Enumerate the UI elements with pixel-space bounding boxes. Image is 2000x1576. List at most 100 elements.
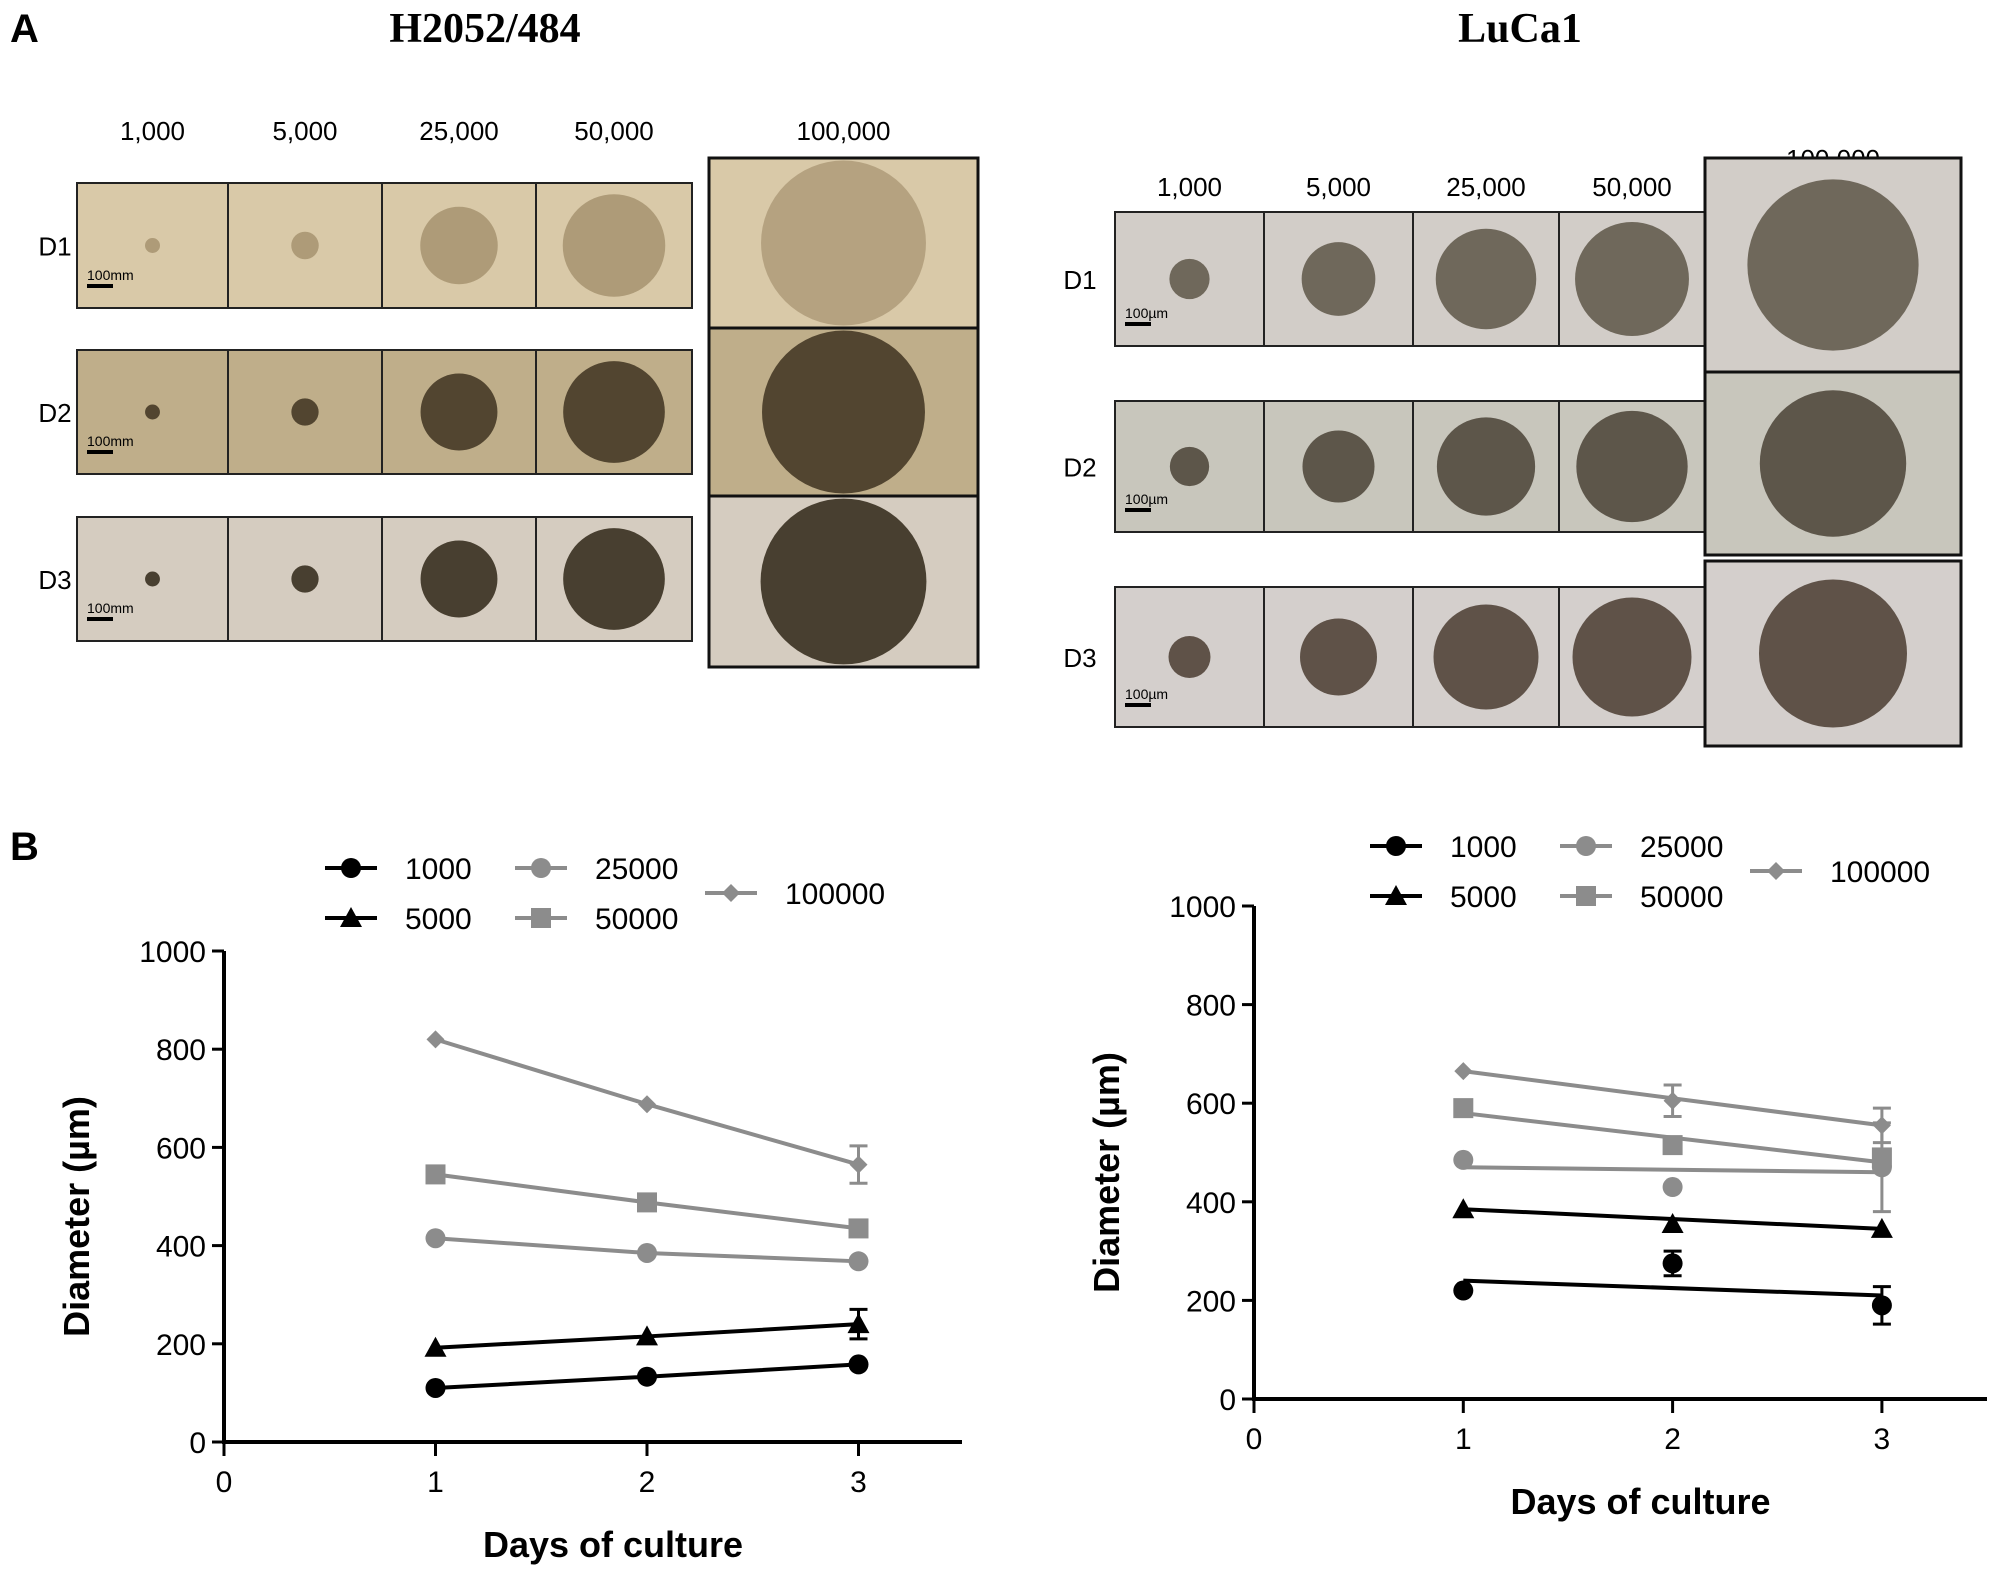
y-tick-label: 200 — [1186, 1285, 1236, 1318]
row-label: D3 — [1063, 643, 1096, 673]
data-point — [425, 1228, 446, 1249]
data-point — [1453, 1280, 1474, 1301]
column-label: 25,000 — [1446, 172, 1526, 202]
data-point — [1871, 1295, 1892, 1316]
spheroid — [1301, 242, 1376, 316]
spheroid — [291, 231, 319, 260]
panel-b-label: B — [10, 825, 39, 869]
spheroid — [563, 528, 665, 630]
legend-label: 100000 — [1830, 856, 1930, 889]
y-tick-label: 0 — [1219, 1384, 1236, 1417]
spheroid — [1576, 410, 1688, 523]
row-label: D1 — [1063, 265, 1096, 295]
y-axis-title: Diameter (µm) — [1086, 1052, 1127, 1293]
x-tick-label: 3 — [850, 1466, 867, 1499]
column-label: 5,000 — [272, 116, 337, 146]
x-tick-label: 0 — [1246, 1423, 1263, 1456]
legend-marker — [1385, 885, 1407, 905]
y-tick-label: 400 — [1186, 1187, 1236, 1220]
y-tick-label: 600 — [1186, 1088, 1236, 1121]
legend-marker — [340, 907, 362, 927]
spheroid — [145, 404, 160, 420]
data-point — [848, 1354, 869, 1375]
data-point — [1662, 1177, 1683, 1198]
y-tick-label: 200 — [156, 1329, 206, 1362]
y-tick-label: 800 — [1186, 990, 1236, 1023]
data-point — [424, 1336, 447, 1357]
series-50000 — [1453, 1098, 1892, 1168]
spheroid — [1435, 228, 1537, 330]
data-point — [1662, 1135, 1683, 1156]
spheroid — [145, 238, 160, 253]
data-point — [847, 1313, 870, 1334]
series-1000 — [425, 1354, 869, 1398]
x-tick-label: 1 — [427, 1466, 444, 1499]
data-point — [1872, 1116, 1891, 1135]
row-label: D3 — [38, 565, 71, 595]
y-tick-label: 1000 — [139, 936, 206, 969]
spheroid — [1759, 579, 1907, 728]
spheroid — [420, 206, 498, 285]
row-label: D2 — [38, 398, 71, 428]
spheroid — [1575, 222, 1689, 336]
legend-label: 1000 — [405, 853, 472, 886]
scale-bar — [87, 284, 113, 288]
column-label: 1,000 — [1157, 172, 1222, 202]
y-tick-label: 0 — [189, 1427, 206, 1460]
x-axis-title: Days of culture — [1510, 1481, 1770, 1522]
column-label: 1,000 — [120, 116, 185, 146]
legend-marker — [531, 908, 551, 928]
series-50000 — [425, 1164, 869, 1239]
x-tick-label: 0 — [216, 1466, 233, 1499]
scale-bar-label: 100µm — [1125, 491, 1168, 507]
spheroid — [1436, 417, 1536, 516]
data-point — [848, 1218, 869, 1239]
column-label: 100,000 — [797, 116, 891, 146]
spheroid — [761, 160, 926, 326]
spheroid — [1747, 179, 1919, 351]
series-5000 — [424, 1307, 870, 1357]
scale-bar — [1125, 703, 1151, 707]
data-point — [1661, 1212, 1684, 1233]
column-label: 25,000 — [419, 116, 499, 146]
series-100000 — [1454, 1062, 1891, 1145]
data-point — [848, 1251, 869, 1272]
legend-marker — [1386, 836, 1406, 856]
spheroid — [420, 540, 498, 618]
legend-marker — [341, 858, 361, 878]
legend-label: 25000 — [1640, 831, 1723, 864]
legend-label: 5000 — [405, 903, 472, 936]
scale-bar-label: 100mm — [87, 433, 134, 449]
chart-2: 0 200 400 600 800 1000 0 1 2 3 Days of culture Diam… — [1086, 831, 1987, 1522]
data-point — [1453, 1149, 1474, 1170]
data-point — [425, 1164, 446, 1185]
series-100000 — [426, 1030, 868, 1185]
x-tick-label: 2 — [1664, 1423, 1681, 1456]
legend-label: 25000 — [595, 853, 678, 886]
scale-bar-label: 100µm — [1125, 305, 1168, 321]
x-tick-label: 2 — [639, 1466, 656, 1499]
group-title-luca1: LuCa1 — [1458, 6, 1582, 52]
scale-bar — [87, 450, 113, 454]
spheroid — [1300, 618, 1377, 696]
spheroid — [1169, 446, 1210, 487]
data-point — [849, 1155, 868, 1174]
scale-bar-label: 100mm — [87, 600, 134, 616]
data-point — [1452, 1198, 1475, 1219]
spheroid — [762, 330, 925, 494]
spheroid — [1168, 636, 1211, 678]
legend-label: 100000 — [785, 878, 885, 911]
legend-marker — [531, 858, 551, 878]
spheroid — [563, 361, 665, 463]
spheroid — [760, 498, 927, 665]
fit-line — [1463, 1165, 1882, 1175]
data-point — [1870, 1217, 1893, 1238]
legend-marker — [1576, 836, 1596, 856]
fit-line — [1463, 1278, 1882, 1298]
spheroid — [291, 398, 319, 426]
y-tick-label: 600 — [156, 1132, 206, 1165]
group-title-h2052: H2052/484 — [389, 6, 580, 52]
legend-marker — [1767, 862, 1785, 880]
series-25000 — [425, 1228, 869, 1272]
